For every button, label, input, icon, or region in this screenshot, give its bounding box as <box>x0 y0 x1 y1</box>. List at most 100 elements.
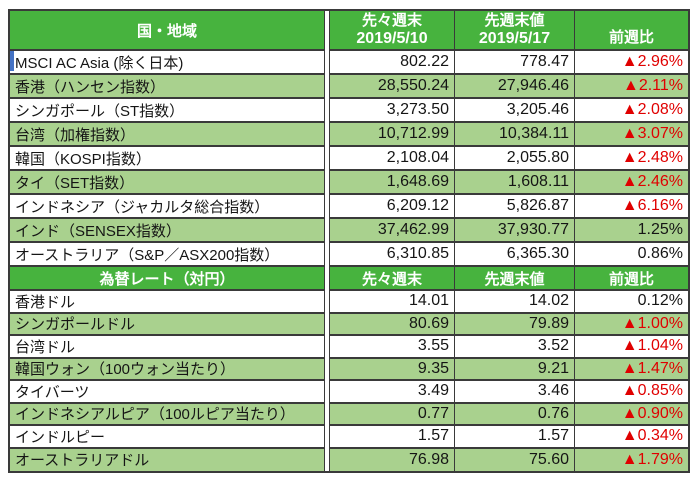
prev-week-cell: 37,462.99 <box>330 219 455 243</box>
change-header: 前週比 <box>575 267 688 291</box>
change-cell: 0.86% <box>575 243 688 267</box>
change-cell: ▲0.34% <box>575 426 688 449</box>
last-week-header: 先週末値 2019/5/17 <box>455 11 575 51</box>
change-cell: ▲1.04% <box>575 336 688 359</box>
country-cell: インドネシア（ジャカルタ総合指数） <box>10 195 325 219</box>
last-week-cell: 5,826.87 <box>455 195 575 219</box>
prev-week-cell: 2,108.04 <box>330 147 455 171</box>
table-row: 香港（ハンセン指数） 28,550.24 27,946.46 ▲2.11% <box>10 75 688 99</box>
currency-cell: インドルピー <box>10 426 325 449</box>
table-row: オーストラリアドル 76.98 75.60 ▲1.79% <box>10 448 688 471</box>
column-divider <box>325 403 330 426</box>
prev-week-header: 先々週末 <box>330 267 455 291</box>
column-divider <box>325 147 330 171</box>
table-row: 台湾（加権指数） 10,712.99 10,384.11 ▲3.07% <box>10 123 688 147</box>
table-row: シンガポールドル 80.69 79.89 ▲1.00% <box>10 313 688 336</box>
column-divider <box>325 99 330 123</box>
country-cell: オーストラリア（S&P／ASX200指数） <box>10 243 325 267</box>
column-divider <box>325 51 330 75</box>
prev-week-cell: 3,273.50 <box>330 99 455 123</box>
country-cell: 韓国（KOSPI指数） <box>10 147 325 171</box>
prev-week-cell: 3.55 <box>330 336 455 359</box>
table-row: 香港ドル 14.01 14.02 0.12% <box>10 291 688 314</box>
table-row: 台湾ドル 3.55 3.52 ▲1.04% <box>10 336 688 359</box>
table-row: 韓国ウォン（100ウォン当たり） 9.35 9.21 ▲1.47% <box>10 358 688 381</box>
column-divider <box>325 243 330 267</box>
last-week-cell: 14.02 <box>455 291 575 314</box>
last-week-header-date: 2019/5/17 <box>478 30 551 47</box>
change-cell: ▲0.85% <box>575 381 688 404</box>
currency-cell: 韓国ウォン（100ウォン当たり） <box>10 358 325 381</box>
last-week-cell: 10,384.11 <box>455 123 575 147</box>
currency-cell: 台湾ドル <box>10 336 325 359</box>
table-row: インドネシアルピア（100ルピア当たり） 0.77 0.76 ▲0.90% <box>10 403 688 426</box>
country-cell: MSCI AC Asia (除く日本) <box>10 51 325 75</box>
country-cell: インド（SENSEX指数） <box>10 219 325 243</box>
change-cell: ▲2.46% <box>575 171 688 195</box>
change-cell: 0.12% <box>575 291 688 314</box>
last-week-cell: 6,365.30 <box>455 243 575 267</box>
column-divider <box>325 171 330 195</box>
change-cell: ▲2.48% <box>575 147 688 171</box>
last-week-cell: 9.21 <box>455 358 575 381</box>
change-cell: ▲2.08% <box>575 99 688 123</box>
last-week-cell: 778.47 <box>455 51 575 75</box>
table-row: インドネシア（ジャカルタ総合指数） 6,209.12 5,826.87 ▲6.1… <box>10 195 688 219</box>
column-divider <box>325 313 330 336</box>
table-row: 韓国（KOSPI指数） 2,108.04 2,055.80 ▲2.48% <box>10 147 688 171</box>
prev-week-cell: 6,310.85 <box>330 243 455 267</box>
last-week-header: 先週末値 <box>455 267 575 291</box>
column-divider <box>325 291 330 314</box>
change-cell: ▲3.07% <box>575 123 688 147</box>
last-week-header-label: 先週末値 <box>484 12 545 29</box>
prev-week-cell: 802.22 <box>330 51 455 75</box>
country-region-header: 国・地域 <box>10 11 325 51</box>
prev-week-header-label: 先々週末 <box>361 12 422 29</box>
last-week-cell: 37,930.77 <box>455 219 575 243</box>
column-divider <box>325 426 330 449</box>
last-week-cell: 0.76 <box>455 403 575 426</box>
active-cell-indicator <box>10 51 14 71</box>
last-week-cell: 1.57 <box>455 426 575 449</box>
column-divider <box>325 381 330 404</box>
prev-week-cell: 80.69 <box>330 313 455 336</box>
prev-week-cell: 6,209.12 <box>330 195 455 219</box>
currency-cell: シンガポールドル <box>10 313 325 336</box>
prev-week-cell: 1.57 <box>330 426 455 449</box>
change-cell: ▲2.96% <box>575 51 688 75</box>
country-cell: 香港（ハンセン指数） <box>10 75 325 99</box>
market-data-table: 国・地域 先々週末 2019/5/10 先週末値 2019/5/17 前週比 M… <box>8 9 690 473</box>
index-section-header-row: 国・地域 先々週末 2019/5/10 先週末値 2019/5/17 前週比 <box>10 11 688 51</box>
currency-cell: インドネシアルピア（100ルピア当たり） <box>10 403 325 426</box>
table-row: オーストラリア（S&P／ASX200指数） 6,310.85 6,365.30 … <box>10 243 688 267</box>
country-label: MSCI AC Asia (除く日本) <box>15 54 184 72</box>
currency-cell: タイバーツ <box>10 381 325 404</box>
change-cell: ▲2.11% <box>575 75 688 99</box>
column-divider <box>325 123 330 147</box>
last-week-cell: 75.60 <box>455 448 575 471</box>
currency-cell: オーストラリアドル <box>10 448 325 471</box>
prev-week-header: 先々週末 2019/5/10 <box>330 11 455 51</box>
column-divider <box>325 75 330 99</box>
column-divider <box>325 11 330 51</box>
fx-rate-header: 為替レート（対円） <box>10 267 325 291</box>
table-row: インド（SENSEX指数） 37,462.99 37,930.77 1.25% <box>10 219 688 243</box>
last-week-cell: 27,946.46 <box>455 75 575 99</box>
last-week-cell: 3.52 <box>455 336 575 359</box>
table-row: MSCI AC Asia (除く日本) 802.22 778.47 ▲2.96% <box>10 51 688 75</box>
last-week-cell: 3.46 <box>455 381 575 404</box>
column-divider <box>325 448 330 471</box>
table-row: タイバーツ 3.49 3.46 ▲0.85% <box>10 381 688 404</box>
column-divider <box>325 219 330 243</box>
table-row: インドルピー 1.57 1.57 ▲0.34% <box>10 426 688 449</box>
country-cell: 台湾（加権指数） <box>10 123 325 147</box>
table-row: シンガポール（ST指数） 3,273.50 3,205.46 ▲2.08% <box>10 99 688 123</box>
last-week-cell: 1,608.11 <box>455 171 575 195</box>
column-divider <box>325 336 330 359</box>
prev-week-cell: 28,550.24 <box>330 75 455 99</box>
prev-week-cell: 0.77 <box>330 403 455 426</box>
change-header: 前週比 <box>575 11 688 51</box>
country-cell: タイ（SET指数） <box>10 171 325 195</box>
prev-week-cell: 9.35 <box>330 358 455 381</box>
